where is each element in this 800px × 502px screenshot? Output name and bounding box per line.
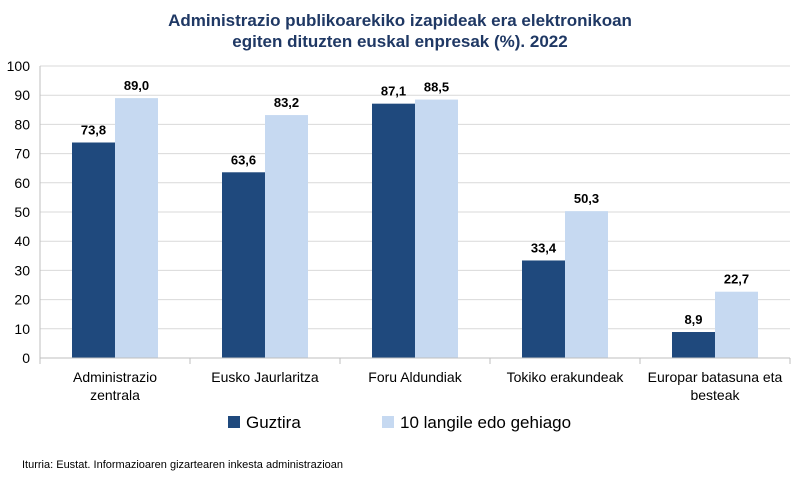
data-label: 63,6 [231,152,256,167]
y-tick-label: 80 [14,116,30,132]
bar [372,103,415,358]
category-label: zentrala [90,387,140,403]
legend-swatch [382,416,394,428]
bar [415,99,458,358]
data-label: 73,8 [81,123,106,138]
data-label: 87,1 [381,84,406,99]
category-label: Europar batasuna eta [648,369,783,385]
bar [222,172,265,358]
y-tick-label: 50 [14,204,30,220]
y-tick-label: 40 [14,233,30,249]
source-note: Iturria: Eustat. Informazioaren gizartea… [22,459,343,471]
y-tick-label: 90 [14,87,30,103]
data-label: 83,2 [274,95,299,110]
chart-title-line: Administrazio publikoarekiko izapideak e… [168,11,632,30]
bar [522,260,565,358]
bar [565,211,608,358]
data-label: 88,5 [424,80,449,95]
category-labels: Administrazio zentrala Eusko Jaurlaritza Fo… [73,369,783,403]
category-label: Tokiko erakundeak [507,369,625,385]
legend-label: 10 langile edo gehiago [400,413,571,432]
data-label: 22,7 [724,272,749,287]
bars [72,98,758,359]
data-labels: 73,8 89,0 63,6 83,2 87,1 88,5 33,4 50,3 8,9 22,7 [81,78,749,327]
y-tick-label: 10 [14,321,30,337]
category-label: Administrazio [73,369,157,385]
chart-title-line: egiten dituzten euskal enpresak (%). 202… [232,32,567,51]
bar [715,291,758,358]
data-label: 50,3 [574,191,599,206]
category-label: Eusko Jaurlaritza [211,369,319,385]
bar [265,115,308,358]
y-tick-label: 60 [14,175,30,191]
data-label: 89,0 [124,78,149,93]
y-tick-label: 0 [22,350,30,366]
bar [72,142,115,358]
data-label: 8,9 [684,312,702,327]
y-axis-ticks: 0 10 20 30 40 50 60 70 80 90 100 [7,58,31,366]
chart-title: Administrazio publikoarekiko izapideak e… [168,11,632,51]
y-tick-label: 30 [14,262,30,278]
y-tick-label: 100 [7,58,31,74]
x-axis [39,66,791,364]
category-label: Foru Aldundiak [368,369,462,385]
bar [115,98,158,359]
y-tick-label: 20 [14,292,30,308]
category-label: besteak [690,387,740,403]
legend-swatch [228,416,240,428]
legend: Guztira 10 langile edo gehiago [228,413,571,432]
bar [672,332,715,358]
legend-label: Guztira [246,413,301,432]
data-label: 33,4 [531,240,557,255]
y-tick-label: 70 [14,146,30,162]
